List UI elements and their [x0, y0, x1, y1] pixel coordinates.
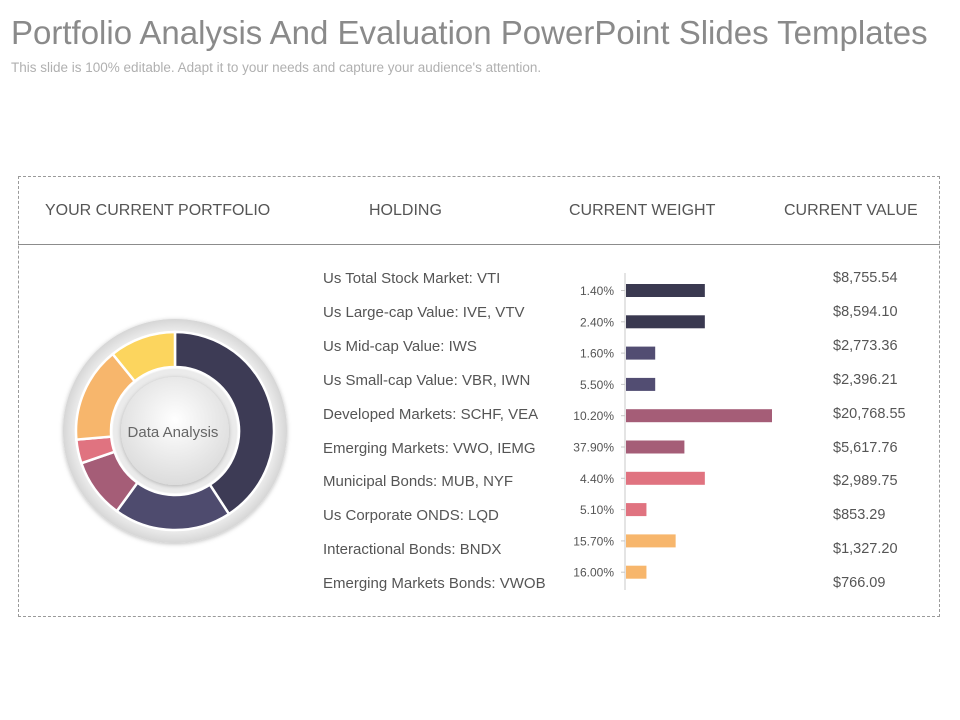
weight-bar [626, 377, 656, 391]
current-value-label: $2,396.21 [833, 371, 898, 388]
current-value-label: $1,327.20 [833, 541, 898, 558]
weight-bar [626, 346, 656, 360]
portfolio-panel [18, 176, 940, 617]
holding-label: Us Large-cap Value: IVE, VTV [323, 303, 525, 321]
weight-bar [626, 315, 705, 329]
donut-segment [173, 330, 276, 516]
slide-title: Portfolio Analysis And Evaluation PowerP… [11, 14, 928, 51]
weight-label: 1.60% [580, 347, 614, 361]
header-your-current-portfolio: YOUR CURRENT PORTFOLIO [45, 202, 271, 219]
weight-bar [626, 471, 705, 485]
weight-bar [626, 409, 772, 423]
current-value-label: $766.09 [833, 575, 886, 592]
current-value-label: $2,989.75 [833, 473, 898, 490]
current-value-label: $2,773.36 [833, 337, 898, 354]
weight-label: 10.20% [573, 409, 614, 423]
donut-segment [110, 330, 177, 384]
donut-center-label: Data Analysis [128, 424, 219, 441]
weight-label: 15.70% [573, 534, 614, 548]
holding-label: Us Total Stock Market: VTI [323, 270, 501, 287]
slide-subtitle: This slide is 100% editable. Adapt it to… [11, 60, 542, 75]
weight-bar [626, 284, 705, 297]
weight-bar [626, 440, 685, 454]
current-value-label: $5,617.76 [833, 439, 898, 456]
holding-label: Developed Markets: SCHF, VEA [323, 405, 539, 423]
holding-label: Us Mid-cap Value: IWS [323, 337, 477, 355]
weight-bar [626, 503, 647, 517]
weight-label: 2.40% [580, 315, 614, 329]
weight-label: 1.40% [580, 284, 614, 298]
header-current-value: CURRENT VALUE [784, 202, 918, 219]
weight-label: 5.50% [580, 378, 614, 392]
current-value-label: $20,768.55 [833, 405, 906, 422]
weight-label: 16.00% [573, 566, 614, 580]
donut-center [121, 377, 229, 485]
holding-label: Municipal Bonds: MUB, NYF [323, 473, 514, 491]
holding-label: Us Small-cap Value: VBR, IWN [323, 371, 531, 389]
weight-label: 5.10% [580, 503, 614, 517]
weight-label: 37.90% [573, 441, 614, 455]
holding-label: Emerging Markets: VWO, IEMG [323, 439, 536, 457]
header-current-weight: CURRENT WEIGHT [569, 202, 716, 219]
current-value-label: $8,594.10 [833, 303, 898, 320]
weight-bar-chart: 1.40% 2.40% 1.60% 5.50% 10.20% 37.90% 4.40% 5.1… [573, 273, 772, 590]
header-divider [18, 244, 940, 245]
holding-label: Us Corporate ONDS: LQD [323, 507, 499, 525]
weight-bar [626, 534, 676, 548]
weight-bar [626, 565, 647, 579]
holding-label: Emerging Markets Bonds: VWOB [323, 575, 546, 593]
current-value-label: $853.29 [833, 507, 886, 524]
current-value-label: $8,755.54 [833, 270, 898, 286]
holding-label: Interactional Bonds: BNDX [323, 541, 502, 559]
weight-label: 4.40% [580, 472, 614, 486]
donut-chart: Data Analysis [63, 319, 287, 543]
header-holding: HOLDING [369, 202, 442, 219]
